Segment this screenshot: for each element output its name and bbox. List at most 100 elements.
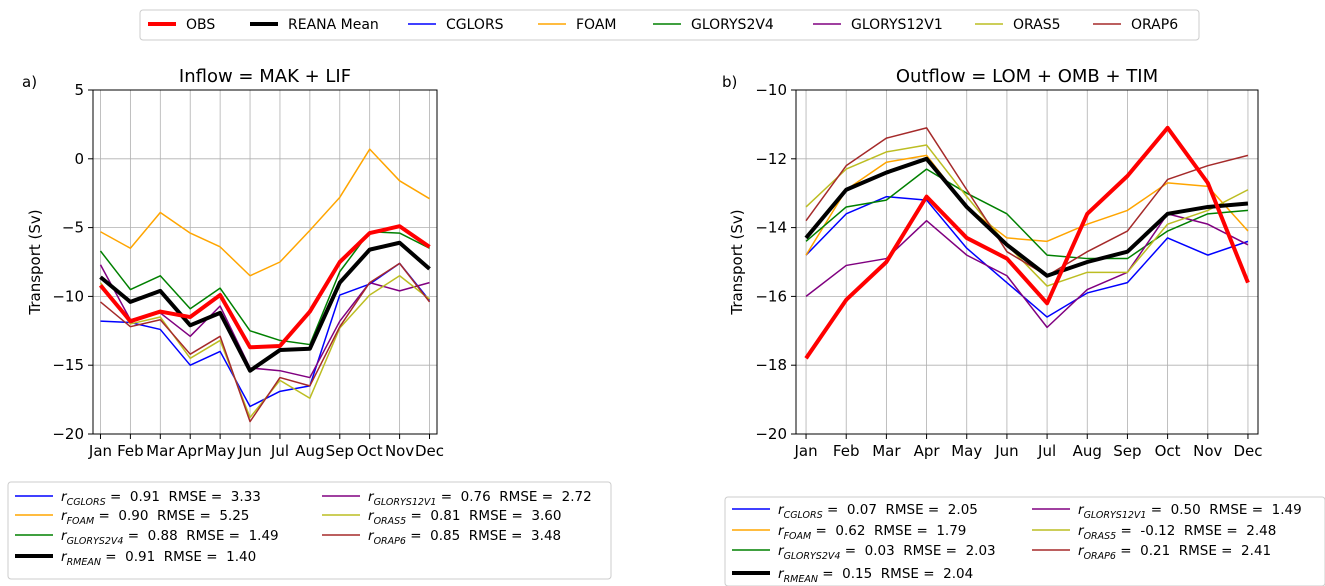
- y-tick-label: −20: [755, 425, 787, 443]
- series-line-glorys12v1: [805, 213, 1249, 329]
- stats-label-foam: rFOAM = 0.90 RMSE = 5.25: [61, 508, 249, 527]
- x-tick-label: Jun: [994, 442, 1018, 460]
- x-tick-label: Aug: [295, 442, 324, 460]
- axes-frame: [795, 89, 1259, 435]
- legend-entry-obs: OBS: [148, 17, 215, 33]
- legend-entry-orap6: ORAP6: [1093, 17, 1178, 33]
- stats-entry-oras5: rORAS5 = -0.12 RMSE = 2.48: [1032, 523, 1276, 542]
- series-line-obs: [804, 125, 1250, 360]
- x-tick-label: May: [205, 442, 236, 460]
- legend-entry-glorys2v4: GLORYS2V4: [653, 17, 774, 33]
- legend-label-cglors: CGLORS: [446, 17, 504, 33]
- top-legend: OBS REANA Mean CGLORS FOAM GLORYS2V4 GLORYS12…: [139, 9, 1200, 41]
- y-tick-label: 0: [74, 150, 84, 168]
- series-line-reana-mean: [99, 240, 431, 373]
- legend-label-obs: OBS: [186, 17, 215, 33]
- x-tick-label: Apr: [914, 442, 941, 460]
- x-tick-label: Sep: [326, 442, 354, 460]
- series-line-oras5: [805, 144, 1249, 287]
- legend-label-glorys12v1: GLORYS12V1: [851, 17, 943, 33]
- legend-entry-oras5: ORAS5: [975, 17, 1061, 33]
- legend-label-reana-mean: REANA Mean: [288, 17, 379, 33]
- stats-entry-glorys12v1: rGLORYS12V1 = 0.76 RMSE = 2.72: [322, 489, 592, 508]
- series-line-reana-mean: [804, 156, 1249, 278]
- legend-label-orap6: ORAP6: [1131, 17, 1178, 33]
- stats-label-glorys12v1: rGLORYS12V1 = 0.50 RMSE = 1.49: [1078, 502, 1302, 521]
- x-tick-label: Mar: [872, 442, 901, 460]
- x-tick-label: Jul: [1037, 442, 1056, 460]
- series-line-orap6: [805, 127, 1249, 277]
- stats-label-orap6: rORAP6 = 0.85 RMSE = 3.48: [368, 528, 561, 547]
- y-tick-label: −5: [62, 219, 84, 237]
- legend-label-oras5: ORAS5: [1013, 17, 1061, 33]
- x-tick-label: Jul: [270, 442, 289, 460]
- x-tick-label: Feb: [833, 442, 860, 460]
- stats-label-oras5: rORAS5 = 0.81 RMSE = 3.60: [368, 508, 561, 527]
- stats-label-rmean: rRMEAN = 0.91 RMSE = 1.40: [61, 549, 256, 568]
- y-tick-label: −12: [755, 150, 787, 168]
- legend-label-glorys2v4: GLORYS2V4: [691, 17, 774, 33]
- stats-entry-cglors: rCGLORS = 0.91 RMSE = 3.33: [15, 489, 261, 508]
- legend-entry-cglors: CGLORS: [408, 17, 504, 33]
- x-tick-label: May: [951, 442, 982, 460]
- y-tick-label: −14: [755, 219, 787, 237]
- stats-entry-rmean: rRMEAN = 0.15 RMSE = 2.04: [732, 566, 973, 585]
- series-group: [98, 148, 431, 423]
- y-axis-label: Transport (Sv): [26, 209, 44, 315]
- x-tick-label: Nov: [385, 442, 414, 460]
- panel-label: b): [722, 73, 737, 91]
- stats-label-cglors: rCGLORS = 0.91 RMSE = 3.33: [61, 489, 261, 508]
- axes-frame: [92, 89, 438, 435]
- stats-label-rmean: rRMEAN = 0.15 RMSE = 2.04: [778, 566, 973, 585]
- x-tick-label: Mar: [146, 442, 175, 460]
- series-line-glorys2v4: [805, 168, 1249, 260]
- legend-entry-foam: FOAM: [538, 17, 616, 33]
- x-tick-label: Jan: [793, 442, 817, 460]
- series-line-foam: [805, 154, 1249, 256]
- stats-entry-orap6: rORAP6 = 0.21 RMSE = 2.41: [1032, 543, 1271, 562]
- stats-entry-glorys2v4: rGLORYS2V4 = 0.03 RMSE = 2.03: [732, 543, 996, 562]
- stats-legend-frame: [724, 496, 1325, 586]
- stats-entry-foam: rFOAM = 0.62 RMSE = 1.79: [732, 523, 966, 542]
- series-line-orap6: [100, 262, 431, 423]
- y-tick-label: −16: [755, 287, 787, 305]
- legend-frame: [139, 9, 1200, 41]
- chart-title: Outflow = LOM + OMB + TIM: [896, 66, 1158, 87]
- series-group: [804, 125, 1250, 360]
- stats-label-oras5: rORAS5 = -0.12 RMSE = 2.48: [1078, 523, 1276, 542]
- x-tick-label: Dec: [1233, 442, 1262, 460]
- chart-title: Inflow = MAK + LIF: [179, 66, 351, 87]
- stats-label-orap6: rORAP6 = 0.21 RMSE = 2.41: [1078, 543, 1271, 562]
- stats-label-glorys12v1: rGLORYS12V1 = 0.76 RMSE = 2.72: [368, 489, 592, 508]
- panel-label: a): [22, 73, 37, 91]
- x-tick-label: Oct: [1155, 442, 1181, 460]
- x-tick-label: Jun: [237, 442, 261, 460]
- panel-a: Jan Feb Mar Apr May Jun Jul Aug Sep Oct Nov Dec 5 0 −5…: [7, 66, 612, 580]
- y-tick-label: −15: [52, 356, 84, 374]
- y-axis-label: Transport (Sv): [728, 209, 746, 315]
- y-tick-label: −10: [755, 81, 787, 99]
- x-tick-label: Feb: [117, 442, 144, 460]
- stats-entry-glorys12v1: rGLORYS12V1 = 0.50 RMSE = 1.49: [1032, 502, 1302, 521]
- stats-entry-oras5: rORAS5 = 0.81 RMSE = 3.60: [322, 508, 561, 527]
- y-tick-label: −10: [52, 287, 84, 305]
- x-tick-label: Aug: [1073, 442, 1102, 460]
- y-tick-label: 5: [74, 81, 84, 99]
- x-tick-label: Apr: [177, 442, 204, 460]
- y-tick-label: −20: [52, 425, 84, 443]
- stats-legend: rCGLORS = 0.07 RMSE = 2.05 rFOAM = 0.62 R…: [724, 496, 1325, 586]
- grid: [93, 89, 437, 435]
- series-line-obs: [98, 224, 431, 350]
- stats-entry-rmean: rRMEAN = 0.91 RMSE = 1.40: [15, 549, 256, 568]
- stats-entry-orap6: rORAP6 = 0.85 RMSE = 3.48: [322, 528, 561, 547]
- panel-b: Jan Feb Mar Apr May Jun Jul Aug Sep Oct Nov Dec −10 −…: [722, 66, 1325, 586]
- stats-label-glorys2v4: rGLORYS2V4 = 0.03 RMSE = 2.03: [778, 543, 996, 562]
- x-tick-label: Nov: [1193, 442, 1222, 460]
- stats-label-cglors: rCGLORS = 0.07 RMSE = 2.05: [778, 502, 978, 521]
- legend-entry-glorys12v1: GLORYS12V1: [813, 17, 943, 33]
- y-tick-label: −18: [755, 356, 787, 374]
- stats-entry-glorys2v4: rGLORYS2V4 = 0.88 RMSE = 1.49: [15, 528, 279, 547]
- x-tick-label: Jan: [88, 442, 112, 460]
- legend-entry-reana-mean: REANA Mean: [250, 17, 379, 33]
